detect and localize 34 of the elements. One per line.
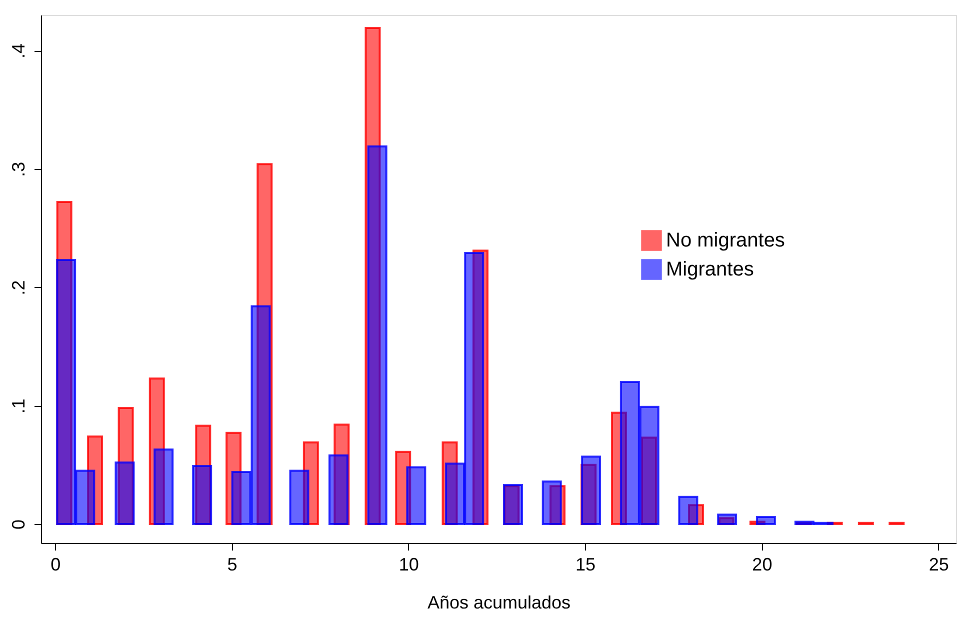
bar [114, 462, 135, 526]
bar [406, 466, 426, 526]
bar [367, 145, 388, 526]
bar [542, 480, 562, 526]
x-tick-label: 0 [50, 554, 61, 574]
legend-label: No migrantes [666, 230, 785, 252]
bar [75, 470, 96, 526]
x-tick-label: 20 [752, 554, 772, 574]
bar [56, 259, 76, 526]
bar [464, 252, 484, 526]
y-tick-label: .1 [8, 398, 28, 414]
legend-label: Migrantes [666, 258, 754, 280]
x-tick-label: 25 [928, 554, 949, 574]
y-tick-label: 0 [8, 520, 28, 530]
x-tick-label: 10 [398, 554, 419, 574]
y-tick-label: .3 [8, 162, 28, 177]
bar [678, 496, 698, 526]
y-tick-label: .4 [8, 44, 28, 59]
bar [154, 448, 174, 526]
bar [250, 305, 271, 526]
bar [328, 454, 348, 526]
x-tick-label: 5 [227, 554, 238, 574]
bar [445, 462, 466, 526]
y-tick-label: .2 [8, 280, 28, 296]
bar [717, 514, 738, 526]
x-tick-label: 15 [576, 554, 596, 574]
bar [581, 456, 602, 526]
x-axis-title: Años acumulados [427, 592, 571, 612]
bar [289, 470, 310, 526]
bar [192, 465, 212, 526]
bar [756, 516, 776, 526]
bar [231, 470, 252, 526]
bar [620, 380, 640, 526]
bar [639, 406, 660, 526]
